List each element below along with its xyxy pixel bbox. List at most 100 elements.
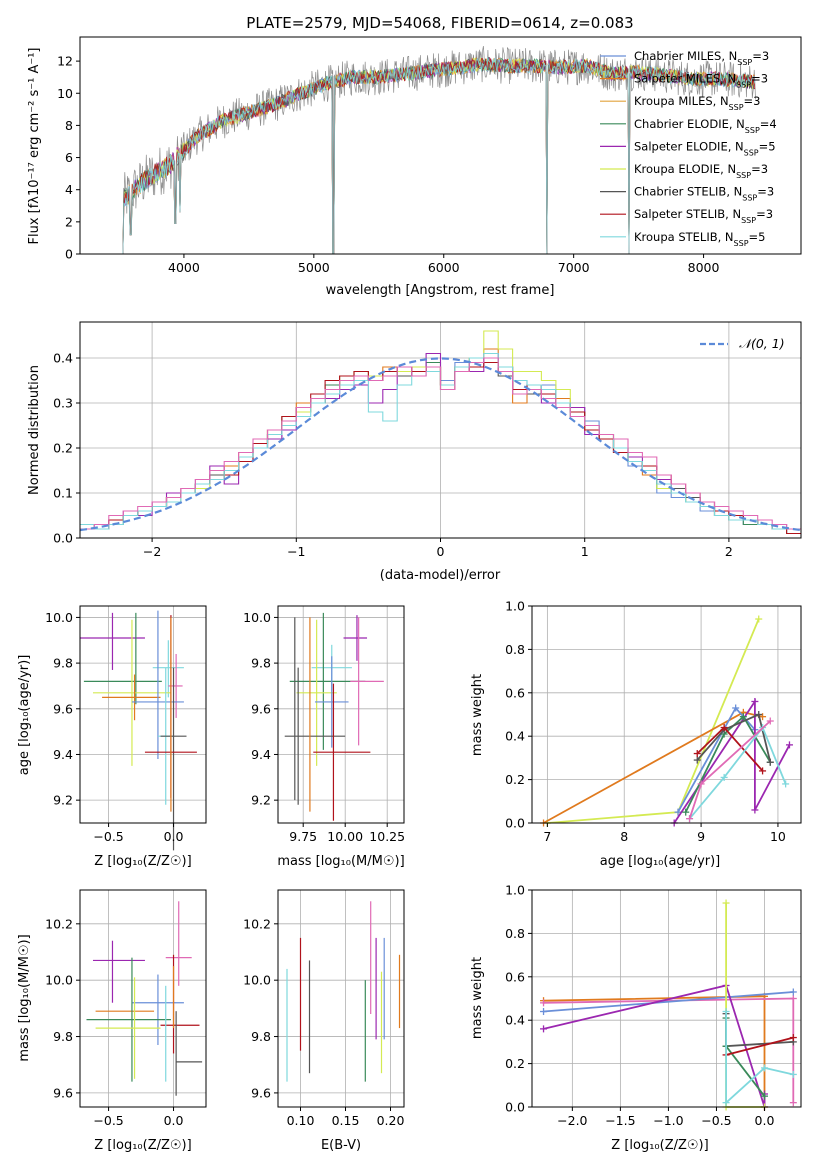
weight-z-xtick-label: −2.0 bbox=[557, 1113, 587, 1128]
legend-entry: Chabrier MILES, NSSP=3 bbox=[634, 49, 769, 67]
age-z-ytick-label: 10.0 bbox=[45, 610, 73, 625]
age-z-xtick-label: −0.5 bbox=[93, 829, 123, 844]
spectrum-ytick-label: 6 bbox=[65, 150, 73, 165]
mass-ebv-ytick-label: 9.8 bbox=[251, 1029, 271, 1044]
residual-ytick-label: 0.0 bbox=[53, 531, 73, 546]
weight-z-plus-marker bbox=[540, 1008, 548, 1016]
weight-z-series-line bbox=[725, 1011, 794, 1105]
spectrum-ytick-label: 10 bbox=[57, 86, 73, 101]
spectrum-xlabel: wavelength [Angstrom, rest frame] bbox=[326, 283, 555, 298]
weight-z-plus-marker bbox=[540, 999, 548, 1007]
weight-age-plus-marker bbox=[751, 697, 759, 705]
mass-z-ytick-label: 9.8 bbox=[53, 1029, 73, 1044]
residual-histogram-panel: −2 −1 0 1 2 0.0 0.1 0.2 0.3 0.4 (data-model)/erro… bbox=[27, 321, 802, 583]
mass-z-ytick-label: 10.2 bbox=[45, 916, 73, 931]
mass-ebv-ytick-label: 10.2 bbox=[243, 916, 271, 931]
axes-frame bbox=[79, 889, 207, 1108]
weight-age-plus-marker bbox=[755, 711, 763, 718]
age-z-point bbox=[160, 667, 187, 851]
age-mass-xlabel: mass [log₁₀(M/M☉)] bbox=[277, 854, 404, 869]
spectrum-xtick-label: 6000 bbox=[428, 260, 460, 275]
age-z-ylabel: age [log₁₀(age/yr)] bbox=[17, 655, 32, 776]
weight-age-ytick-label: 1.0 bbox=[505, 599, 525, 614]
age-mass-point bbox=[314, 656, 349, 748]
mass-z-ytick-label: 10.0 bbox=[45, 973, 73, 988]
axes-frame bbox=[79, 36, 802, 255]
residual-xtick-label: 1 bbox=[581, 544, 589, 559]
weight-age-plus-marker bbox=[766, 717, 774, 725]
residual-histogram-step bbox=[80, 357, 801, 530]
weight-z-series-line bbox=[725, 1036, 794, 1056]
weight-z-plus-marker bbox=[760, 1092, 768, 1100]
age-z-ytick-label: 9.2 bbox=[53, 793, 73, 808]
age-z-ytick-label: 9.4 bbox=[53, 747, 73, 762]
age-mass-point bbox=[296, 619, 337, 766]
age-mass-ytick-label: 9.6 bbox=[251, 701, 271, 716]
spectrum-xtick-label: 4000 bbox=[168, 260, 200, 275]
mass-ebv-ytick-label: 9.6 bbox=[251, 1085, 271, 1100]
weight-z-plus-marker bbox=[540, 1025, 548, 1033]
weight-age-plus-marker bbox=[693, 750, 701, 758]
weight-z-ytick-label: 0.6 bbox=[505, 969, 525, 984]
mass-z-point bbox=[95, 977, 161, 1079]
age-mass-ytick-label: 9.2 bbox=[251, 793, 271, 808]
age-z-point bbox=[80, 612, 145, 670]
weight-age-series-line bbox=[688, 725, 787, 820]
weight-z-ytick-label: 0.2 bbox=[505, 1056, 525, 1071]
weight-age-plus-marker bbox=[693, 756, 701, 764]
axes-frame bbox=[531, 605, 802, 824]
weight-age-series-line bbox=[673, 698, 791, 824]
weight-age-xlabel: age [log₁₀(age/yr)] bbox=[600, 854, 721, 869]
residual-xtick-label: −2 bbox=[143, 544, 161, 559]
weight-z-plus-marker bbox=[789, 1034, 797, 1042]
weight-age-series-line bbox=[696, 713, 772, 763]
weight-z-plus-marker bbox=[722, 1099, 730, 1107]
mass-z-point bbox=[165, 901, 192, 986]
weight-z-plus-marker bbox=[722, 1008, 730, 1016]
mass-ebv-xtick-label: 0.20 bbox=[377, 1113, 405, 1128]
normal-distribution-curve bbox=[79, 357, 802, 532]
age-mass-ytick-label: 10.0 bbox=[243, 610, 271, 625]
weight-z-xtick-label: −1.5 bbox=[605, 1113, 635, 1128]
weight-age-plus-marker bbox=[686, 815, 694, 823]
weight-z-xtick-label: −1.0 bbox=[653, 1113, 683, 1128]
weight-age-ytick-label: 0.4 bbox=[505, 729, 525, 744]
spectrum-ytick-label: 4 bbox=[65, 182, 73, 197]
weight-age-xtick-label: 10 bbox=[770, 829, 786, 844]
age-z-ytick-label: 9.6 bbox=[53, 701, 73, 716]
weight-age-xtick-label: 7 bbox=[543, 829, 551, 844]
residual-ytick-label: 0.1 bbox=[53, 486, 73, 501]
residual-legend: 𝒩(0, 1) bbox=[700, 336, 785, 351]
age-z-point bbox=[102, 674, 161, 721]
age-z-xlabel: Z [log₁₀(Z/Z☉)] bbox=[94, 854, 191, 869]
weight-age-ytick-label: 0.8 bbox=[505, 642, 525, 657]
weight-age-ytick-label: 0.6 bbox=[505, 685, 525, 700]
age-z-xtick-label: 0.0 bbox=[164, 829, 184, 844]
spectrum-ytick-label: 2 bbox=[65, 214, 73, 229]
weight-z-plus-marker bbox=[789, 988, 797, 996]
weight-age-plus-marker bbox=[697, 780, 705, 788]
weight-age-plus-marker bbox=[759, 713, 767, 721]
mass-z-xtick-label: 0.0 bbox=[164, 1113, 184, 1128]
residual-xtick-label: −1 bbox=[287, 544, 305, 559]
weight-age-ylabel: mass weight bbox=[470, 674, 485, 756]
legend-entry: Salpeter MILES, NSSP=3 bbox=[634, 72, 768, 90]
axes-frame bbox=[531, 889, 802, 1108]
weight-age-plus-marker bbox=[759, 767, 767, 775]
weight-age-xtick-label: 9 bbox=[697, 829, 705, 844]
mass-z-point bbox=[175, 1011, 203, 1096]
residual-ytick-label: 0.3 bbox=[53, 396, 73, 411]
residual-ytick-label: 0.4 bbox=[53, 351, 73, 366]
weight-z-ytick-label: 0.4 bbox=[505, 1013, 525, 1028]
weight-age-ytick-label: 0.0 bbox=[505, 816, 525, 831]
mass-vs-extinction-panel: 0.10 0.15 0.20 9.6 9.8 10.0 10.2 E(B-V) bbox=[243, 889, 405, 1153]
spectrum-ylabel: Flux [fλ10⁻¹⁷ erg cm⁻² s⁻¹ A⁻¹] bbox=[27, 48, 42, 245]
weight-z-xlabel: Z [log₁₀(Z/Z☉)] bbox=[611, 1138, 708, 1153]
residual-ylabel: Normed distribution bbox=[27, 365, 42, 495]
legend-entry: Chabrier STELIB, NSSP=3 bbox=[634, 185, 774, 203]
weight-vs-metallicity-panel: −2.0 −1.5 −1.0 −0.5 0.0 0.0 0.2 0.4 0.6 0.8 1.0 Z … bbox=[470, 883, 802, 1153]
weight-z-xtick-label: −0.5 bbox=[701, 1113, 731, 1128]
residual-histogram-step bbox=[80, 352, 801, 530]
model-spectrum-line bbox=[122, 57, 756, 254]
axes-frame bbox=[277, 605, 405, 824]
